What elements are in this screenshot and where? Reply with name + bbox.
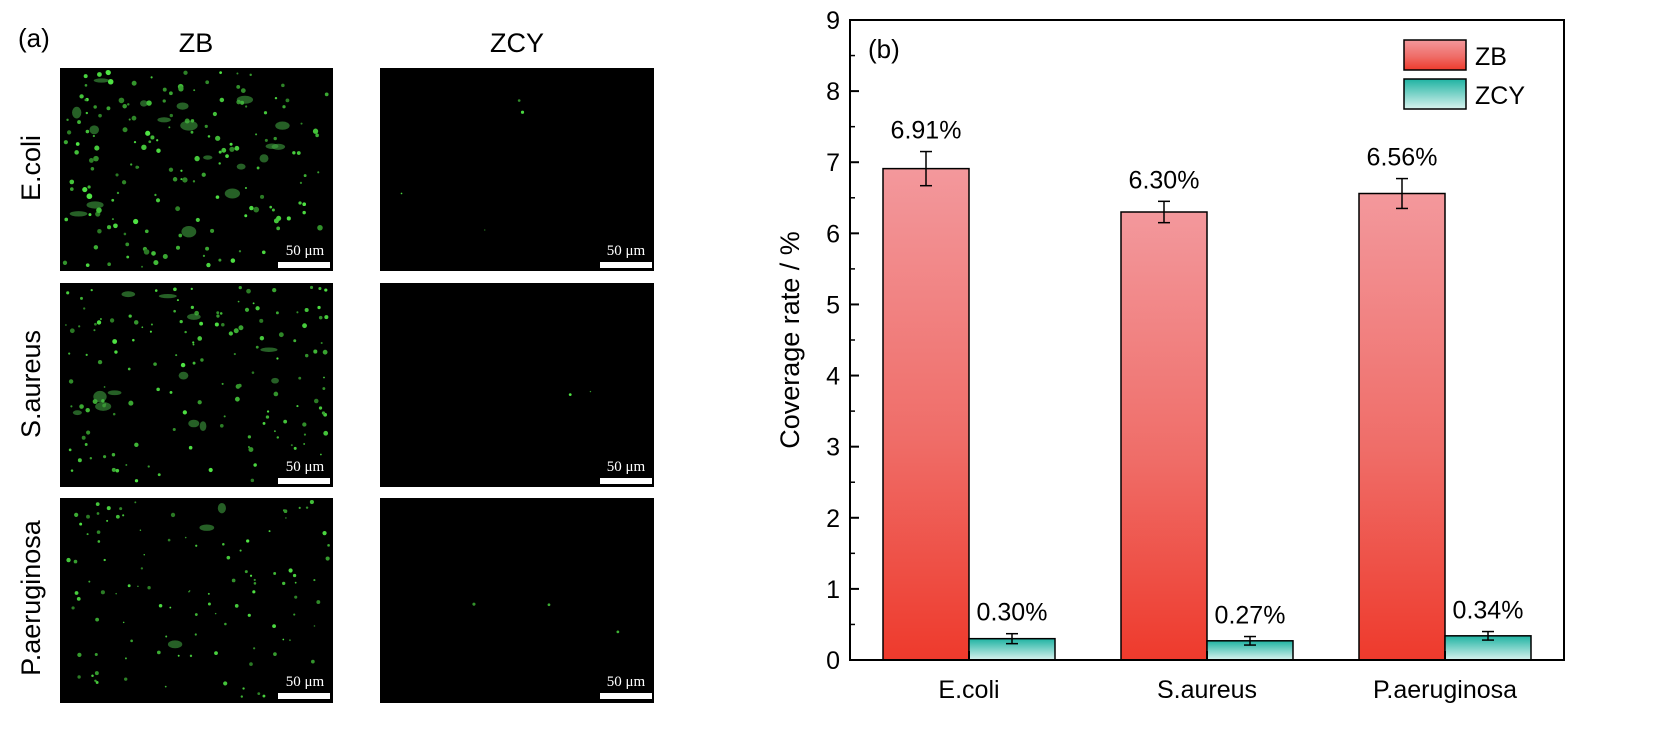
- error-bar: [1158, 200, 1170, 224]
- legend-swatch-zcy: [1403, 78, 1467, 110]
- y-tick-label: 8: [826, 78, 840, 106]
- legend-label-zb: ZB: [1475, 43, 1507, 71]
- row-label-ecoli: E.coli: [16, 135, 46, 201]
- bar-zb-ecoli: [882, 167, 970, 661]
- panel-a-micrographs: (a) ZB ZCY E.coli S.aureus P.aeruginosa …: [16, 23, 654, 703]
- y-axis-label: Coverage rate / %: [775, 231, 805, 449]
- data-label: 6.56%: [1367, 144, 1438, 172]
- scale-bar-line: [278, 262, 330, 268]
- scale-bar-line: [600, 478, 652, 484]
- column-header-zcy: ZCY: [490, 28, 544, 58]
- scale-bar-paeruginosa-zb: 50 μm: [278, 674, 330, 699]
- micrograph-ecoli-zb: [60, 68, 333, 271]
- y-tick-label: 9: [826, 7, 840, 35]
- scale-bar-ecoli-zb: 50 μm: [278, 243, 330, 268]
- micrograph-saureus-zcy: [380, 283, 654, 487]
- scale-bar-label: 50 μm: [286, 459, 325, 475]
- scale-bar-saureus-zcy: 50 μm: [600, 459, 652, 484]
- x-axis: E.coli S.aureus P.aeruginosa: [938, 651, 1517, 704]
- x-tick-label: E.coli: [938, 676, 999, 704]
- y-tick-label: 5: [826, 291, 840, 319]
- bacteria-fluorescence-dots: [62, 70, 620, 698]
- error-bar: [1006, 632, 1018, 645]
- y-tick-label: 0: [826, 647, 840, 675]
- y-tick-label: 3: [826, 434, 840, 462]
- row-label-saureus: S.aureus: [16, 330, 46, 438]
- scale-bar-line: [278, 478, 330, 484]
- scale-bar-line: [600, 693, 652, 699]
- error-bar: [1482, 630, 1494, 641]
- legend-label-zcy: ZCY: [1475, 82, 1525, 110]
- y-tick-label: 7: [826, 149, 840, 177]
- x-tick-label: P.aeruginosa: [1373, 676, 1517, 704]
- x-tick-label: S.aureus: [1157, 676, 1257, 704]
- row-label-paeruginosa: P.aeruginosa: [16, 519, 46, 676]
- scale-bar-saureus-zb: 50 μm: [278, 459, 330, 484]
- bar-zb-saureus: [1120, 211, 1208, 661]
- micrograph-ecoli-zcy: [380, 68, 654, 271]
- scale-bar-paeruginosa-zcy: 50 μm: [600, 674, 652, 699]
- data-label: 6.30%: [1129, 166, 1200, 194]
- data-label: 0.30%: [977, 599, 1048, 627]
- bar-zb-paeruginosa: [1358, 192, 1446, 661]
- y-tick-label: 2: [826, 505, 840, 533]
- y-tick-label: 1: [826, 576, 840, 604]
- micrograph-paeruginosa-zcy: [380, 498, 654, 703]
- micrograph-paeruginosa-zb: [60, 498, 333, 703]
- error-bar: [920, 150, 932, 187]
- scale-bar-label: 50 μm: [607, 459, 646, 475]
- scale-bar-line: [600, 262, 652, 268]
- bars: 6.91% 0.30% 6.30% 0.27% 6.56% 0.34%: [882, 117, 1532, 661]
- column-header-zb: ZB: [179, 28, 214, 58]
- data-label: 6.91%: [891, 117, 962, 145]
- panel-a-label: (a): [18, 23, 50, 53]
- scale-bar-label: 50 μm: [286, 243, 325, 259]
- error-bar: [1396, 177, 1408, 210]
- legend-swatch-zb: [1403, 39, 1467, 71]
- scale-bar-label: 50 μm: [607, 243, 646, 259]
- y-tick-label: 4: [826, 363, 840, 391]
- error-bar: [1244, 635, 1256, 646]
- data-label: 0.27%: [1215, 602, 1286, 630]
- scale-bar-label: 50 μm: [286, 674, 325, 690]
- legend: ZB ZCY: [1403, 39, 1525, 110]
- plot-frame: [849, 19, 1565, 661]
- panel-b-label: (b): [868, 34, 900, 64]
- scale-bar-ecoli-zcy: 50 μm: [600, 243, 652, 268]
- y-tick-label: 6: [826, 220, 840, 248]
- scale-bar-label: 50 μm: [607, 674, 646, 690]
- data-label: 0.34%: [1453, 597, 1524, 625]
- y-axis: 0 1 2 3 4 5 6 7 8 9: [826, 7, 859, 675]
- panel-b-bar-chart: 6.91% 0.30% 6.30% 0.27% 6.56% 0.34% 0 1 2 3 4 5 6 7 8…: [775, 7, 1565, 704]
- scale-bar-line: [278, 693, 330, 699]
